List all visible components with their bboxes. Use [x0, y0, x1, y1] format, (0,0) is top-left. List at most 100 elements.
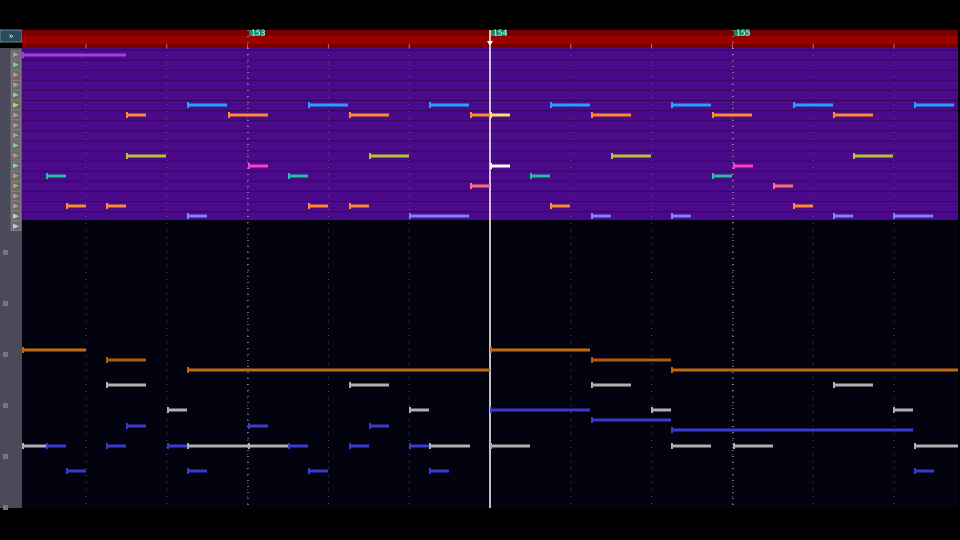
- note-head: [167, 407, 169, 413]
- note: [126, 113, 146, 117]
- note-head: [126, 153, 128, 159]
- track-arrow: [13, 213, 19, 219]
- note-head: [288, 173, 290, 179]
- track-arrow: [13, 52, 19, 57]
- note-head: [106, 382, 108, 388]
- note-head: [591, 382, 593, 388]
- note: [833, 113, 873, 117]
- note-head: [671, 102, 673, 108]
- note-head: [349, 443, 351, 449]
- track-arrow: [13, 62, 19, 68]
- note-head: [66, 468, 68, 474]
- note: [126, 154, 166, 158]
- note-head: [490, 163, 492, 169]
- note: [167, 444, 187, 448]
- note-head: [712, 173, 714, 179]
- note: [429, 469, 449, 473]
- marker-tag: [491, 30, 507, 36]
- note-head: [106, 443, 108, 449]
- expand-button-label[interactable]: »: [9, 32, 14, 41]
- note-head: [914, 102, 916, 108]
- track-arrow: [13, 82, 19, 88]
- note: [550, 204, 570, 208]
- note-head: [470, 112, 472, 118]
- note: [106, 358, 146, 362]
- note-head: [793, 203, 795, 209]
- note: [187, 214, 207, 218]
- note-head: [409, 213, 411, 219]
- note: [591, 418, 671, 422]
- note-head: [46, 443, 48, 449]
- note-head: [490, 112, 492, 118]
- note: [712, 174, 732, 178]
- track-arrow: [13, 102, 19, 108]
- note-head: [712, 112, 714, 118]
- marker-label: 154: [493, 29, 508, 38]
- note: [22, 53, 126, 57]
- note: [793, 103, 833, 107]
- note: [248, 424, 268, 428]
- note: [187, 368, 490, 372]
- note: [671, 103, 711, 107]
- note: [591, 358, 671, 362]
- note: [773, 184, 793, 188]
- note-head: [530, 173, 532, 179]
- note: [470, 113, 490, 117]
- note: [671, 428, 913, 432]
- note: [409, 408, 429, 412]
- note: [369, 154, 409, 158]
- note: [591, 383, 631, 387]
- key-marker: [3, 352, 8, 357]
- note-head: [914, 468, 916, 474]
- note: [349, 204, 369, 208]
- note: [853, 154, 893, 158]
- note-head: [22, 443, 24, 449]
- note-head: [187, 468, 189, 474]
- note-head: [671, 443, 673, 449]
- note: [914, 103, 954, 107]
- track-arrow: [13, 112, 19, 118]
- note-head: [308, 203, 310, 209]
- note: [550, 103, 590, 107]
- track-arrow: [13, 173, 19, 179]
- track-arrow: [13, 163, 19, 169]
- note-head: [833, 213, 835, 219]
- note: [288, 444, 308, 448]
- note-head: [671, 213, 673, 219]
- note: [914, 469, 934, 473]
- note: [490, 348, 590, 352]
- note: [733, 444, 773, 448]
- note-head: [550, 203, 552, 209]
- note: [409, 444, 429, 448]
- note: [126, 424, 146, 428]
- note-head: [671, 367, 673, 373]
- note: [712, 113, 752, 117]
- note-head: [167, 443, 169, 449]
- note-head: [429, 102, 431, 108]
- marker-tag: [249, 30, 265, 36]
- note-head: [490, 407, 492, 413]
- note-head: [46, 173, 48, 179]
- note-head: [833, 112, 835, 118]
- note-head: [106, 357, 108, 363]
- note-head: [248, 163, 250, 169]
- note: [308, 469, 328, 473]
- note-head: [429, 443, 431, 449]
- note: [349, 383, 389, 387]
- note: [308, 204, 328, 208]
- note: [167, 408, 187, 412]
- note-head: [591, 417, 593, 423]
- key-marker: [3, 301, 8, 306]
- note-head: [793, 102, 795, 108]
- note: [429, 103, 469, 107]
- note-head: [349, 203, 351, 209]
- note-head: [733, 163, 735, 169]
- note-head: [490, 347, 492, 353]
- note: [22, 348, 86, 352]
- note-head: [409, 407, 411, 413]
- note: [349, 444, 369, 448]
- note-head: [853, 153, 855, 159]
- note: [490, 408, 590, 412]
- note: [66, 204, 86, 208]
